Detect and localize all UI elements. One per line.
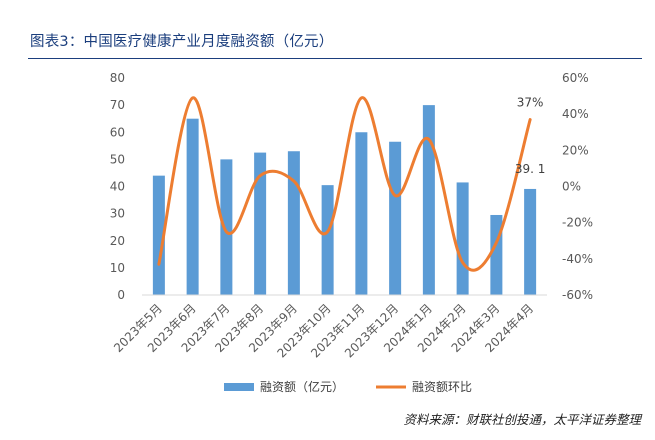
right-tick-label: 60% — [562, 71, 589, 85]
data-label: 37% — [517, 96, 544, 110]
bar — [220, 159, 233, 295]
right-tick-label: 40% — [562, 107, 589, 121]
left-tick-label: 50 — [110, 152, 125, 166]
line-series — [157, 96, 532, 272]
bar — [524, 188, 537, 295]
right-tick-label: -40% — [562, 252, 593, 266]
figure-title: 图表3：中国医疗健康产业月度融资额（亿元） — [30, 34, 334, 50]
line-point — [327, 231, 328, 232]
bar — [321, 185, 334, 295]
line-point — [158, 264, 159, 265]
data-label: 39. 1 — [515, 162, 546, 176]
line-point — [496, 242, 497, 243]
bar — [186, 118, 199, 295]
left-tick-label: 0 — [117, 288, 125, 302]
bar-series — [152, 105, 537, 295]
left-tick-label: 80 — [110, 71, 125, 85]
legend-label-line: 融资额环比 — [412, 380, 472, 394]
line-point — [226, 231, 227, 232]
line-point — [192, 97, 193, 98]
left-tick-label: 10 — [110, 261, 125, 275]
title-divider — [28, 58, 642, 59]
x-axis: 2023年5月2023年6月2023年7月2023年8月2023年9月2023年… — [111, 301, 536, 360]
right-tick-label: 20% — [562, 143, 589, 157]
line-point — [462, 262, 463, 263]
data-labels: 39. 1 37% — [515, 96, 546, 176]
bar — [389, 141, 402, 295]
left-tick-label: 40 — [110, 180, 125, 194]
left-tick-label: 30 — [110, 207, 125, 221]
left-axis: 0 10 20 30 40 50 60 70 80 — [110, 71, 125, 302]
line-point — [293, 181, 294, 182]
line-point — [361, 97, 362, 98]
bar — [287, 151, 300, 295]
left-tick-label: 60 — [110, 125, 125, 139]
line-series-path — [157, 96, 532, 272]
left-tick-label: 20 — [110, 234, 125, 248]
bar — [456, 182, 469, 295]
legend-label-bar: 融资额（亿元） — [260, 379, 344, 394]
right-tick-label: 0% — [562, 180, 581, 194]
right-axis: -60% -40% -20% 0% 20% 40% 60% — [562, 71, 593, 302]
right-tick-label: -20% — [562, 216, 593, 230]
bar — [355, 132, 368, 295]
line-point — [395, 195, 396, 196]
line-point — [530, 119, 531, 120]
source-note: 资料来源：财联社创投通，太平洋证券整理 — [403, 412, 641, 427]
line-point — [260, 175, 261, 176]
legend: 融资额（亿元） 融资额环比 — [224, 379, 472, 394]
line-point — [428, 139, 429, 140]
bar — [422, 105, 435, 295]
bar — [152, 175, 165, 295]
left-tick-label: 70 — [110, 98, 125, 112]
right-tick-label: -60% — [562, 288, 593, 302]
bar — [254, 152, 267, 295]
bar — [490, 214, 503, 295]
legend-swatch-bar — [224, 383, 254, 391]
